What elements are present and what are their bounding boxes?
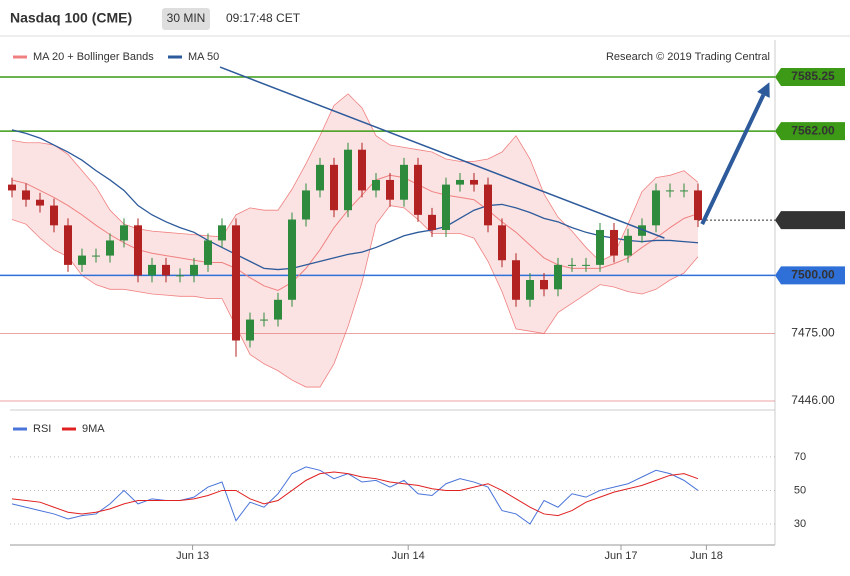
candle-body — [22, 190, 31, 200]
level-label: 7500.00 — [791, 268, 835, 282]
candle-body — [260, 319, 269, 321]
y-tick-label: 30 — [794, 518, 806, 530]
candle-body — [162, 264, 171, 276]
candle-body — [652, 190, 661, 226]
candle-body — [218, 225, 227, 241]
candle-body — [484, 184, 493, 226]
level-label: 7562.00 — [791, 123, 835, 137]
candle-body — [330, 164, 339, 211]
candle-body — [176, 275, 185, 277]
instrument-title: Nasdaq 100 (CME) — [10, 10, 132, 26]
interval-box[interactable] — [162, 8, 210, 30]
candle-body — [512, 260, 521, 300]
candle-body — [344, 149, 353, 211]
bollinger-fill — [12, 93, 699, 388]
level-box — [775, 122, 845, 141]
level-box — [775, 266, 845, 285]
candle-body — [666, 190, 675, 192]
candle-body — [442, 184, 451, 230]
x-tick-label: Jun 17 — [604, 550, 637, 562]
clock: 09:17:48 CET — [226, 11, 301, 25]
bollinger-upper — [11, 93, 699, 262]
candle-body — [246, 319, 255, 341]
level-label: 7585.25 — [791, 69, 835, 83]
level-box — [775, 211, 845, 230]
candle-body — [92, 255, 101, 257]
level-label: 7475.00 — [791, 326, 835, 340]
candle-body — [358, 149, 367, 191]
candle-body — [610, 229, 619, 256]
candle-body — [526, 280, 535, 300]
candle-body — [386, 179, 395, 200]
candle-body — [680, 190, 689, 192]
x-tick-label: Jun 18 — [690, 550, 723, 562]
credit: Research © 2019 Trading Central — [606, 51, 770, 63]
level-box — [775, 67, 845, 86]
candle-body — [400, 164, 409, 200]
y-tick-label: 50 — [794, 484, 806, 496]
candle-body — [498, 225, 507, 261]
candle-body — [78, 255, 87, 265]
candle-body — [274, 299, 283, 320]
candle-body — [568, 264, 577, 266]
legend-label: MA 50 — [188, 51, 219, 63]
candle-body — [414, 164, 423, 215]
indicator-line — [11, 471, 699, 517]
candle-body — [316, 164, 325, 191]
candle-body — [288, 219, 297, 300]
forecast-arrow — [700, 94, 766, 226]
legend-label: 9MA — [82, 423, 105, 435]
candle-body — [624, 235, 633, 256]
candle-body — [456, 179, 465, 185]
candle-body — [470, 179, 479, 185]
level-label: 7523.75 — [791, 212, 835, 226]
legend-label: RSI — [33, 423, 51, 435]
candle-body — [36, 199, 45, 206]
candle-body — [372, 179, 381, 191]
candle-body — [540, 280, 549, 290]
indicator-line — [11, 466, 699, 525]
candle-body — [694, 190, 703, 221]
ma50-line — [11, 129, 699, 271]
candle-body — [596, 229, 605, 265]
candle-body — [232, 225, 241, 341]
candle-body — [428, 214, 437, 230]
x-tick-label: Jun 14 — [392, 550, 425, 562]
candle-body — [134, 225, 143, 276]
candle-body — [582, 264, 591, 266]
legend-label: MA 20 + Bollinger Bands — [33, 51, 154, 63]
candle-body — [64, 225, 73, 265]
candle-body — [8, 184, 17, 191]
candle-body — [204, 240, 213, 265]
arrow-head — [757, 82, 770, 98]
x-tick-label: Jun 13 — [176, 550, 209, 562]
y-tick-label: 70 — [794, 451, 806, 463]
candle-body — [302, 190, 311, 220]
bollinger-lower — [11, 205, 699, 388]
level-label: 7446.00 — [791, 393, 835, 407]
candle-body — [106, 240, 115, 256]
candle-body — [148, 264, 157, 276]
trendline — [219, 66, 665, 239]
candle-body — [638, 225, 647, 236]
candle-body — [190, 264, 199, 276]
interval[interactable]: 30 MIN — [167, 11, 206, 25]
candle-body — [554, 264, 563, 290]
ma20-line — [11, 174, 699, 292]
candle-body — [120, 225, 129, 241]
candle-body — [50, 205, 59, 226]
